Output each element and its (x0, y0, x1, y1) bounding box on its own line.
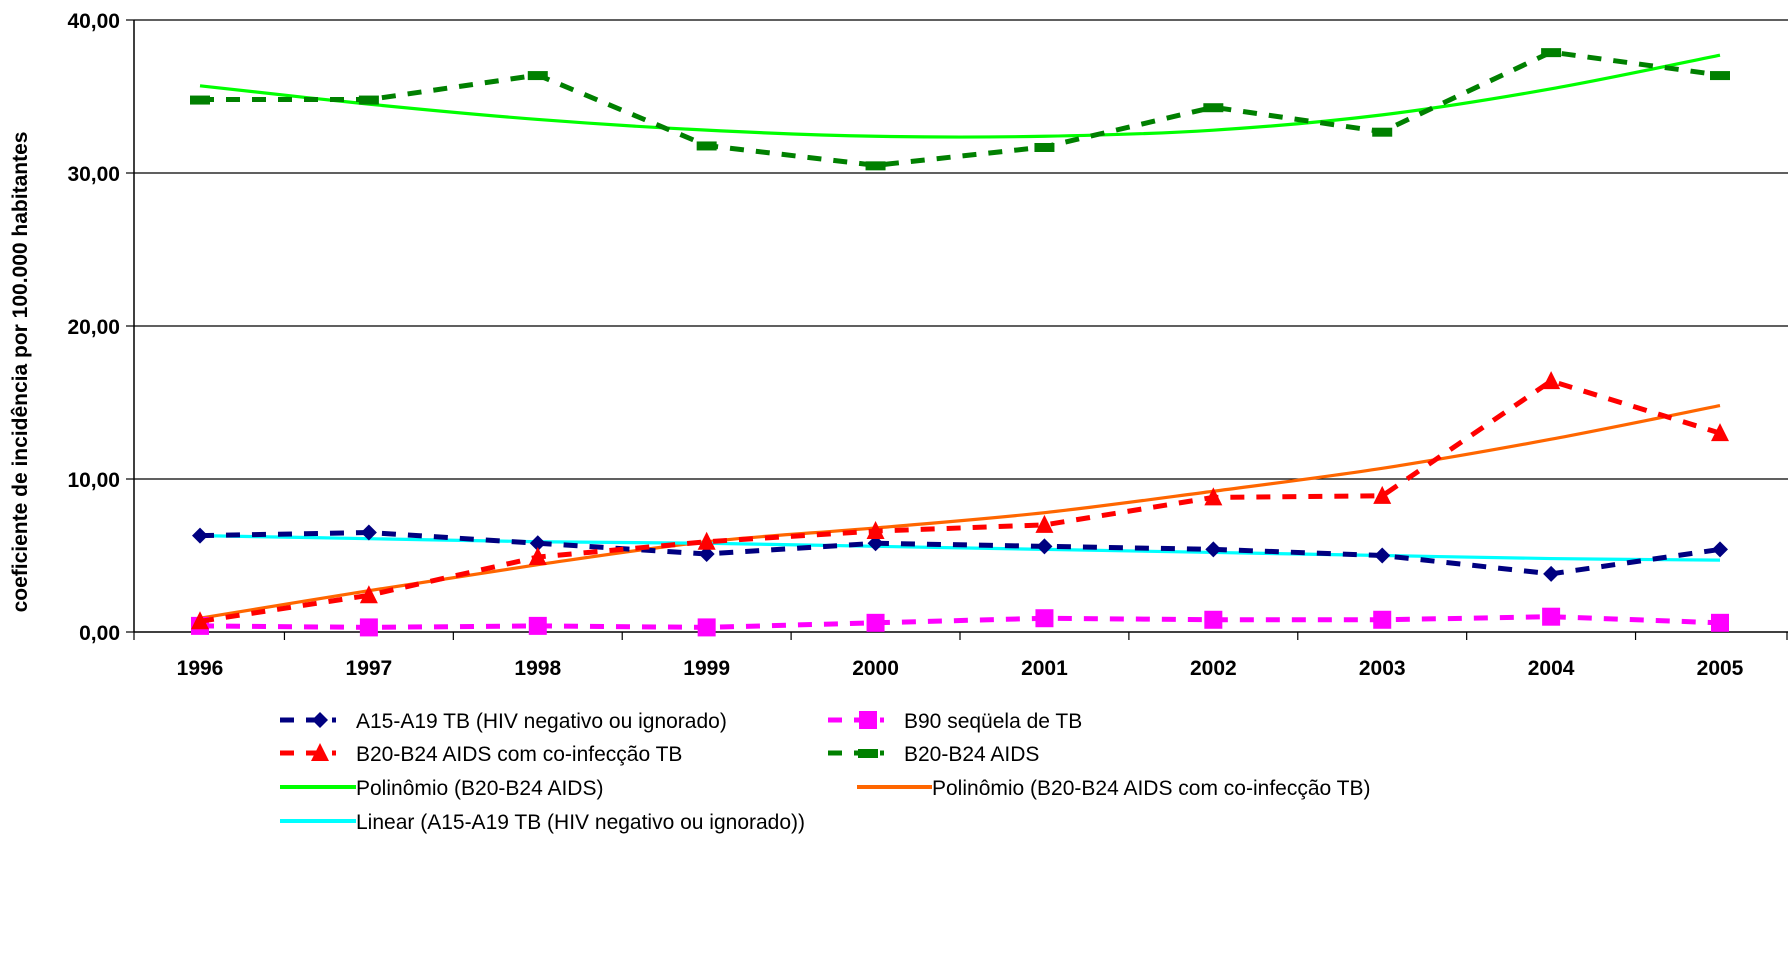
data-point (1710, 71, 1730, 81)
legend-item: Polinômio (B20-B24 AIDS) (280, 777, 603, 800)
data-point (1543, 565, 1560, 582)
data-point (360, 524, 377, 541)
data-point (1374, 547, 1391, 564)
y-tick-label: 30,00 (67, 163, 120, 186)
data-point (697, 618, 716, 637)
legend-label: B20-B24 AIDS com co-infecção TB (356, 743, 682, 766)
legend-label: Linear (A15-A19 TB (HIV negativo ou igno… (356, 811, 805, 834)
data-point (1712, 541, 1728, 558)
x-tick-label: 1997 (346, 657, 393, 680)
legend-label: A15-A19 TB (HIV negativo ou ignorado) (356, 710, 727, 733)
data-point (698, 545, 715, 562)
x-tick-label: 2001 (1021, 657, 1068, 680)
data-point (359, 618, 378, 637)
legend: A15-A19 TB (HIV negativo ou ignorado) B90… (280, 710, 1370, 834)
data-point (1034, 142, 1055, 152)
series-0 (192, 524, 1728, 582)
legend-item: Linear (A15-A19 TB (HIV negativo ou igno… (280, 811, 805, 834)
x-tick-label: 1996 (177, 657, 224, 680)
series-line (199, 53, 1721, 139)
x-tick-label: 2005 (1697, 657, 1744, 680)
plot-area (190, 48, 1730, 637)
x-tick-label: 2003 (1359, 657, 1406, 680)
series-line (199, 614, 1721, 630)
data-point (311, 743, 329, 761)
data-point (191, 611, 209, 630)
legend-item: B20-B24 AIDS (828, 743, 1039, 766)
series-line (199, 403, 1721, 620)
x-tick-label: 2002 (1190, 657, 1237, 680)
legend-label: Polinômio (B20-B24 AIDS) (356, 777, 603, 800)
data-point (859, 711, 877, 729)
y-tick-label: 0,00 (79, 622, 120, 645)
data-point (1204, 487, 1223, 506)
legend-item: B90 seqüela de TB (828, 710, 1082, 733)
data-point (1541, 48, 1562, 58)
data-point (866, 613, 885, 632)
data-point (528, 616, 547, 635)
data-point (1035, 514, 1054, 533)
x-tick-label: 1999 (683, 657, 730, 680)
data-point (1542, 607, 1561, 626)
data-point (1373, 610, 1392, 629)
series-3 (190, 48, 1730, 171)
series-line (199, 378, 1721, 624)
data-point (867, 535, 884, 552)
data-point (529, 535, 546, 552)
y-tick-label: 10,00 (67, 469, 120, 492)
series-line (199, 534, 1721, 562)
data-point (1372, 127, 1393, 137)
series-2 (191, 371, 1729, 630)
data-point (858, 749, 878, 758)
y-tick-label: 40,00 (67, 10, 120, 33)
data-point (1036, 538, 1053, 555)
data-point (1035, 609, 1054, 628)
y-tick-label: 20,00 (67, 316, 120, 339)
data-point (866, 521, 885, 540)
series-5 (199, 403, 1721, 620)
axes: 0,00 10,00 20,00 30,00 40,00 1996 1997 1998 1999… (67, 10, 1788, 680)
data-point (359, 585, 378, 604)
series-6 (199, 534, 1721, 562)
data-point (1203, 103, 1224, 113)
x-tick-label: 2004 (1528, 657, 1575, 680)
data-point (312, 712, 328, 728)
data-point (527, 71, 548, 81)
y-axis-label: coeficiente de incidência por 100.000 ha… (9, 132, 32, 613)
data-point (865, 161, 886, 171)
data-point (1373, 485, 1392, 504)
data-point (1204, 610, 1223, 629)
legend-label: Polinômio (B20-B24 AIDS com co-infecção … (932, 777, 1370, 800)
data-point (697, 531, 716, 550)
data-point (190, 95, 210, 105)
data-point (696, 141, 717, 151)
series-4 (199, 53, 1721, 139)
data-point (528, 547, 547, 566)
data-point (1711, 423, 1729, 442)
data-point (358, 95, 379, 105)
data-point (192, 527, 208, 544)
legend-item: Polinômio (B20-B24 AIDS com co-infecção … (857, 777, 1370, 800)
data-point (1542, 371, 1561, 390)
x-tick-label: 2000 (852, 657, 899, 680)
series-line (199, 530, 1721, 577)
grid (134, 19, 1788, 480)
legend-item: B20-B24 AIDS com co-infecção TB (280, 743, 682, 766)
legend-label: B20-B24 AIDS (904, 743, 1039, 766)
legend-label: B90 seqüela de TB (904, 710, 1082, 733)
data-point (1205, 541, 1222, 558)
x-tick-label: 1998 (514, 657, 561, 680)
legend-item: A15-A19 TB (HIV negativo ou ignorado) (280, 710, 727, 733)
data-point (1711, 613, 1729, 632)
